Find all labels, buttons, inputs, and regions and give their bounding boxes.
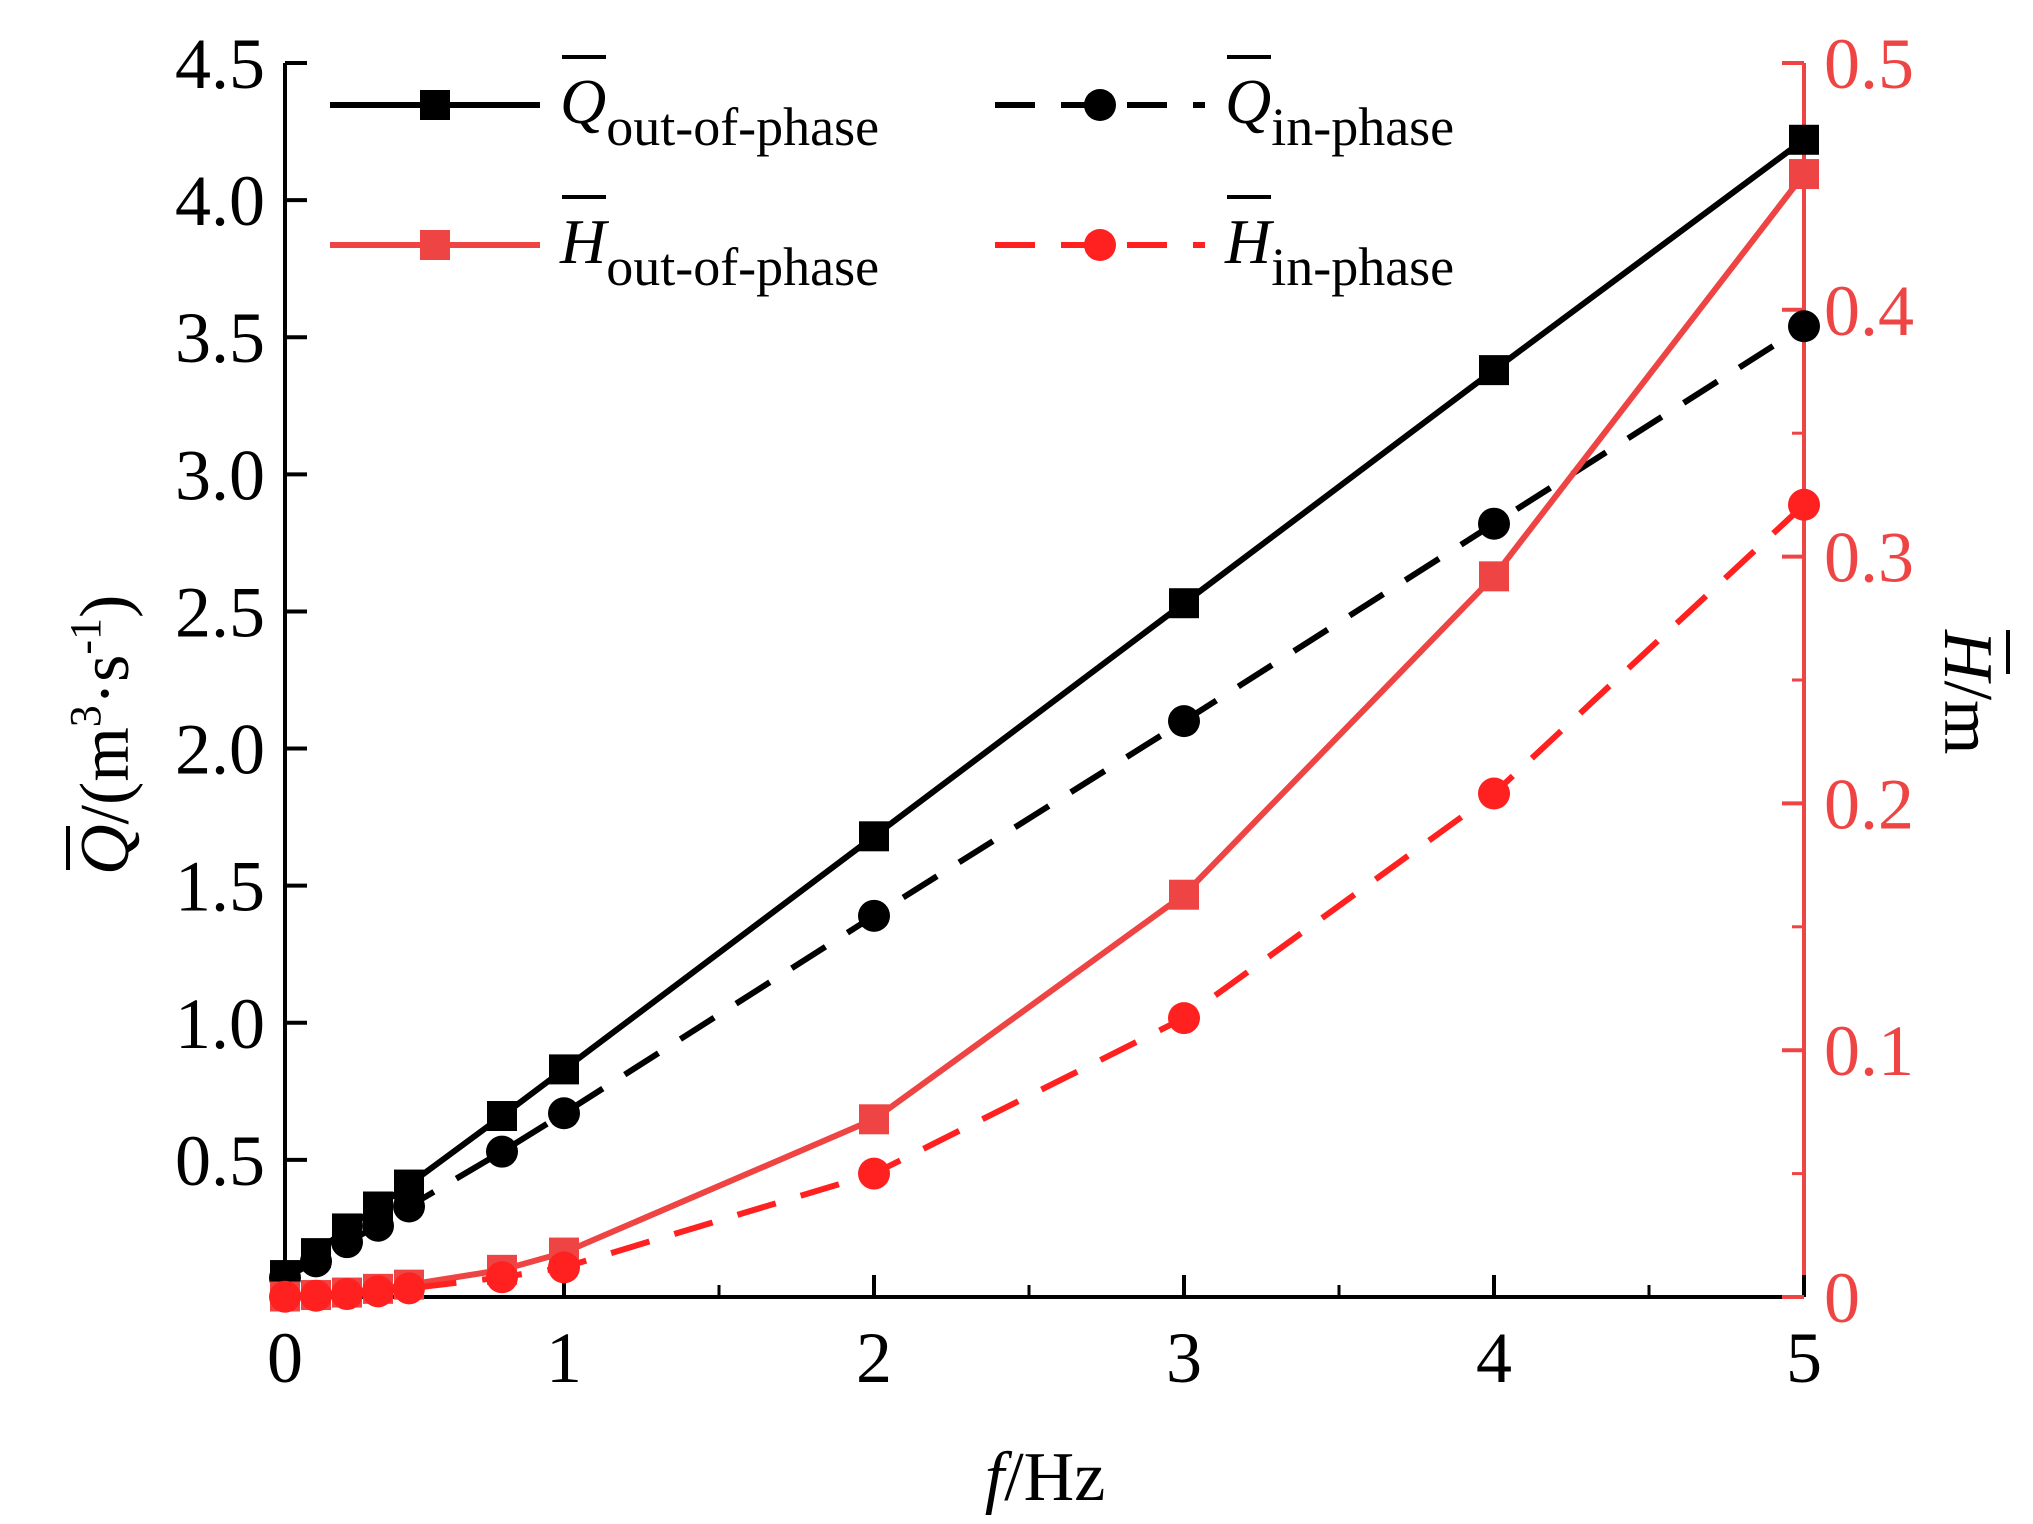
point-h-in [269, 1280, 301, 1313]
point-h-out [1479, 561, 1509, 592]
legend-marker-q-in [1084, 89, 1116, 121]
y-left-tick-label: 2.5 [175, 572, 265, 652]
point-q-in [393, 1190, 425, 1223]
point-h-in [486, 1261, 518, 1294]
legend-marker-q-out [420, 90, 450, 120]
point-h-in [1168, 1002, 1200, 1035]
y-left-tick-label: 1.0 [175, 984, 265, 1064]
point-h-in [858, 1157, 890, 1190]
y-left-tick-label: 0.5 [175, 1121, 265, 1201]
point-h-in [331, 1278, 363, 1311]
ticks: 0 1 2 3 4 5 0.5 1.0 1.5 2.0 2.5 3.0 3.5 4.0 4.5 0 0.1 0.2… [175, 24, 1914, 1398]
y-left-tick-label: 2.0 [175, 710, 265, 790]
y-left-tick-label: 3.5 [175, 298, 265, 378]
legend-marker-h-in [1084, 229, 1116, 261]
point-h-in [393, 1272, 425, 1305]
y-left-tick-label: 4.5 [175, 24, 265, 104]
y-left-tick-label: 4.0 [175, 161, 265, 241]
y-left-axis-title: Q/(m3·s-1) [61, 595, 144, 875]
y-left-tick-label: 3.0 [175, 435, 265, 515]
point-q-out [1169, 588, 1199, 619]
y-right-tick-label: 0.3 [1824, 518, 1914, 598]
point-h-out [1169, 879, 1199, 910]
point-q-out [549, 1054, 579, 1085]
point-h-in [300, 1279, 332, 1312]
x-tick-label: 5 [1786, 1318, 1822, 1398]
point-h-out [859, 1104, 889, 1135]
legend-label-h-out: Hout-of-phase [559, 206, 879, 297]
y-right-tick-label: 0.5 [1824, 24, 1914, 104]
legend-marker-h-out [420, 230, 450, 260]
series-layer [269, 124, 1820, 1313]
point-q-in [858, 899, 890, 932]
svg-text:H/m: H/m [1929, 629, 2006, 754]
point-q-in [486, 1135, 518, 1168]
point-h-in [1788, 488, 1820, 521]
point-q-in [1478, 507, 1510, 540]
point-q-out [1479, 355, 1509, 386]
legend-label-q-out: Qout-of-phase [560, 66, 879, 157]
point-q-out [487, 1101, 517, 1132]
point-q-out [859, 821, 889, 852]
x-axis-title: f/Hz [985, 1439, 1106, 1516]
series-line-h-in [284, 502, 1807, 1300]
point-q-in [362, 1209, 394, 1242]
x-tick-label: 3 [1166, 1318, 1202, 1398]
legend-label-h-in: Hin-phase [1224, 206, 1454, 297]
point-h-in [1478, 777, 1510, 810]
point-q-out [1789, 124, 1819, 155]
point-q-in [1788, 310, 1820, 343]
x-tick-label: 2 [856, 1318, 892, 1398]
point-h-in [362, 1275, 394, 1308]
y-right-axis-title: H/m [1929, 629, 2010, 754]
x-tick-label: 0 [267, 1318, 303, 1398]
point-h-out [1789, 159, 1819, 190]
legend: Qout-of-phase Qin-phase Hout-of-phase Hin-p… [330, 55, 1454, 297]
point-h-in [548, 1251, 580, 1284]
x-tick-label: 4 [1476, 1318, 1512, 1398]
legend-label-q-in: Qin-phase [1225, 66, 1454, 157]
y-right-tick-label: 0.4 [1824, 271, 1914, 351]
y-left-tick-label: 1.5 [175, 847, 265, 927]
x-tick-label: 1 [546, 1318, 582, 1398]
y-right-tick-label: 0.2 [1824, 764, 1914, 844]
y-right-tick-label: 0.1 [1824, 1011, 1914, 1091]
point-q-in [331, 1226, 363, 1259]
point-q-in [548, 1097, 580, 1130]
point-q-in [300, 1245, 332, 1278]
svg-text:Q/(m3·s-1): Q/(m3·s-1) [61, 595, 144, 875]
point-q-in [1168, 705, 1200, 738]
y-right-tick-label: 0 [1824, 1258, 1860, 1338]
